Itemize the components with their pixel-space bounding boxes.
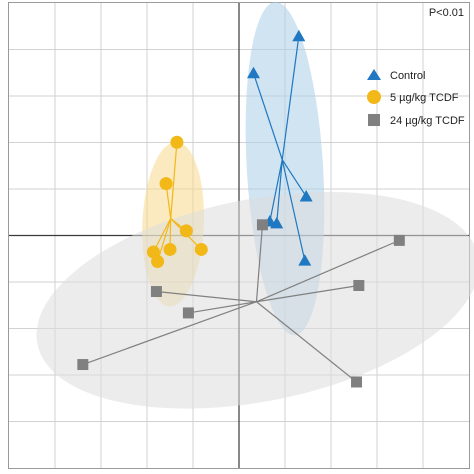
spoke-line (276, 159, 283, 224)
tcdf-24-point (77, 359, 89, 371)
triangle-marker-icon (367, 69, 381, 80)
tcdf-24-point (256, 219, 268, 231)
spoke-line (256, 301, 357, 383)
tcdf-5-point (179, 224, 193, 238)
legend-item-5ug: 5 µg/kg TCDF (367, 90, 459, 104)
confidence-ellipses (36, 1, 474, 409)
data-points (77, 29, 405, 388)
spoke-line (157, 218, 172, 262)
spoke-line (255, 224, 264, 302)
control-point (292, 29, 306, 42)
legend-item-24ug: 24 µg/kg TCDF (368, 114, 465, 127)
spoke-line (269, 159, 283, 222)
control-point (246, 66, 260, 79)
tcdf-5-point (151, 255, 165, 269)
control-point (298, 254, 312, 266)
centroid-spokes (82, 36, 400, 383)
spoke-line (188, 301, 257, 314)
legend-label: Control (390, 70, 425, 82)
tcdf-5-point (163, 242, 177, 256)
spoke-line (252, 73, 283, 160)
tcdf-5-point (159, 177, 173, 191)
spoke-line (281, 159, 306, 261)
tcdf-24-point (351, 376, 363, 388)
tcdf-5-point (170, 135, 184, 149)
p-value-annotation: P<0.01 (429, 7, 464, 19)
tcdf-24-point (150, 286, 162, 298)
tcdf-24-point (393, 234, 405, 246)
legend-label: 5 µg/kg TCDF (390, 92, 459, 104)
spoke-line (170, 142, 178, 219)
ellipse-square (36, 191, 474, 409)
control-point (299, 189, 313, 202)
legend: Control 5 µg/kg TCDF 24 µg/kg TCDF (367, 69, 465, 127)
tcdf-24-point (353, 279, 365, 291)
square-marker-icon (368, 114, 380, 126)
spoke-line (281, 36, 300, 160)
spoke-line (256, 239, 400, 303)
spoke-line (281, 159, 307, 197)
spoke-line (256, 284, 359, 303)
spoke-line (156, 290, 257, 303)
spoke-line (82, 301, 257, 366)
legend-label: 24 µg/kg TCDF (390, 115, 465, 127)
legend-item-control: Control (367, 69, 425, 82)
tcdf-5-point (194, 242, 208, 256)
tcdf-24-point (182, 307, 194, 319)
circle-marker-icon (367, 90, 381, 104)
